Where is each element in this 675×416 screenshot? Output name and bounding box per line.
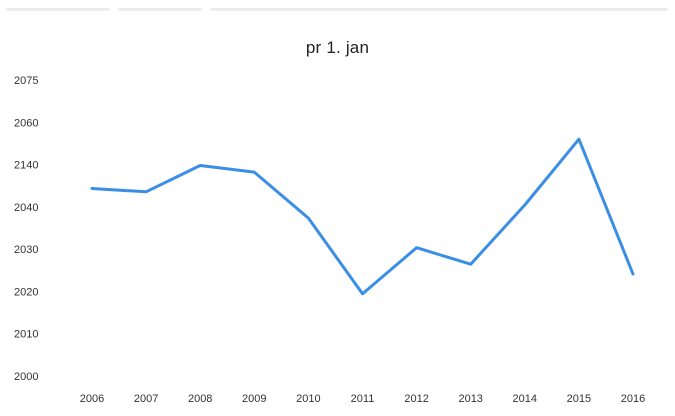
y-tick-label: 2040 bbox=[14, 202, 38, 214]
x-axis: 2006 2007 2008 2009 2010 2011 2012 2013 2014 2015… bbox=[80, 393, 645, 405]
x-tick-label: 2014 bbox=[513, 393, 537, 405]
data-point[interactable] bbox=[304, 214, 312, 222]
x-tick-label: 2015 bbox=[567, 393, 591, 405]
x-tick-label: 2007 bbox=[134, 393, 158, 405]
data-point[interactable] bbox=[521, 201, 529, 209]
series-line bbox=[90, 137, 635, 296]
data-point[interactable] bbox=[196, 162, 204, 170]
x-tick-label: 2009 bbox=[242, 393, 266, 405]
data-point[interactable] bbox=[142, 188, 150, 196]
toolbar-tab[interactable] bbox=[210, 8, 668, 11]
toolbar-tab[interactable] bbox=[6, 8, 110, 11]
top-toolbar-strip bbox=[0, 0, 675, 14]
y-tick-label: 2020 bbox=[14, 286, 38, 298]
y-tick-label: 2030 bbox=[14, 244, 38, 256]
toolbar-tab[interactable] bbox=[118, 8, 202, 11]
data-point[interactable] bbox=[629, 270, 637, 278]
y-tick-label: 2140 bbox=[14, 160, 38, 172]
data-point[interactable] bbox=[467, 260, 475, 268]
data-point[interactable] bbox=[250, 168, 258, 176]
x-tick-label: 2016 bbox=[621, 393, 645, 405]
chart-title: pr 1. jan bbox=[305, 38, 370, 57]
y-tick-label: 2075 bbox=[14, 75, 38, 87]
y-tick-label: 2000 bbox=[14, 371, 38, 383]
x-tick-label: 2010 bbox=[296, 393, 320, 405]
data-point[interactable] bbox=[413, 244, 421, 252]
data-point[interactable] bbox=[359, 290, 367, 298]
x-tick-label: 2013 bbox=[458, 393, 482, 405]
x-tick-label: 2011 bbox=[351, 393, 375, 405]
data-point[interactable] bbox=[575, 135, 583, 143]
x-tick-label: 2008 bbox=[188, 393, 212, 405]
y-axis: 2075 2060 2140 2040 2030 2020 2010 2000 bbox=[14, 75, 38, 383]
x-tick-label: 2012 bbox=[404, 393, 428, 405]
y-tick-label: 2060 bbox=[14, 117, 38, 129]
y-tick-label: 2010 bbox=[14, 329, 38, 341]
x-tick-label: 2006 bbox=[80, 393, 104, 405]
data-point[interactable] bbox=[88, 185, 96, 193]
plot-area bbox=[88, 135, 637, 298]
